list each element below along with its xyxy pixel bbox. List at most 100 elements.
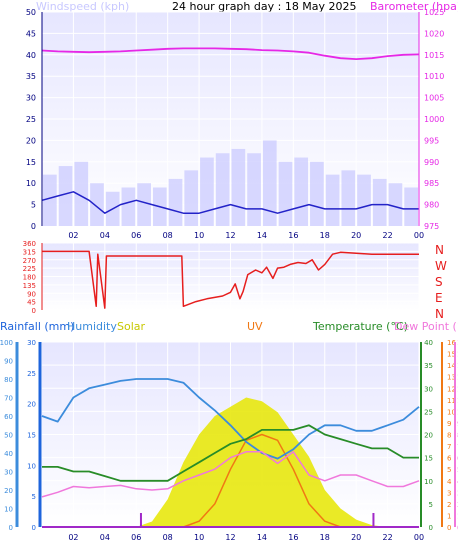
wind-x-tick-label: 22 xyxy=(382,231,392,240)
gust-bar xyxy=(74,161,89,226)
gust-bar xyxy=(372,178,387,226)
rainfall-tick-label: 10 xyxy=(27,462,36,470)
wind-x-tick-label: 16 xyxy=(288,231,298,240)
temp-x-tick-label: 00 xyxy=(414,533,424,542)
temperature-tick-label: 25 xyxy=(424,408,433,416)
direction-tick-label: 315 xyxy=(23,248,36,256)
wind-x-tick-label: 12 xyxy=(225,231,235,240)
temp-x-tick-label: 06 xyxy=(131,533,141,542)
uv-tick-label: 6 xyxy=(447,455,452,463)
barometer-tick-label: 1005 xyxy=(424,94,444,103)
uv-tick-label: 13 xyxy=(447,374,456,382)
rainfall-tick-label: 30 xyxy=(27,339,36,347)
gust-bar xyxy=(215,153,230,226)
compass-label-s: S xyxy=(435,275,443,289)
gust-bar xyxy=(388,183,403,226)
windspeed-tick-label: 30 xyxy=(26,94,36,103)
gust-bar xyxy=(325,174,340,226)
uv-tick-label: 0 xyxy=(447,524,451,532)
uv-tick-label: 14 xyxy=(447,362,456,370)
temp-x-tick-label: 18 xyxy=(320,533,330,542)
temperature-tick-label: 10 xyxy=(424,478,433,486)
gust-bar xyxy=(184,170,199,226)
gust-bar xyxy=(404,187,418,226)
direction-tick-label: 0 xyxy=(32,307,36,315)
humidity-tick-label: 30 xyxy=(4,469,13,477)
barometer-axis-label: Barometer (hpa) xyxy=(370,0,458,13)
uv-tick-label: 11 xyxy=(447,397,456,405)
windspeed-tick-label: 35 xyxy=(26,72,36,81)
temp-x-tick-label: 02 xyxy=(68,533,78,542)
uv-tick-label: 16 xyxy=(447,339,456,347)
solar-label: Solar xyxy=(117,320,146,333)
windspeed-tick-label: 50 xyxy=(26,8,36,17)
dewpoint-line xyxy=(41,451,420,498)
windspeed-tick-label: 0 xyxy=(31,222,36,231)
compass-label-e: E xyxy=(435,291,443,305)
rainfall-tick-label: 20 xyxy=(27,401,36,409)
barometer-tick-label: 1015 xyxy=(424,51,444,60)
rainfall-tick-label: 15 xyxy=(27,432,36,440)
windspeed-tick-label: 10 xyxy=(26,179,36,188)
rainfall-label: Rainfall (mm) xyxy=(0,320,75,333)
windspeed-tick-label: 15 xyxy=(26,158,36,167)
gust-bar xyxy=(294,157,309,226)
humidity-tick-label: 70 xyxy=(4,395,13,403)
barometer-tick-label: 1000 xyxy=(424,115,444,124)
gust-bar xyxy=(58,166,73,226)
wind-x-tick-label: 00 xyxy=(414,231,424,240)
wind-x-tick-label: 10 xyxy=(194,231,204,240)
uv-tick-label: 2 xyxy=(447,501,451,509)
temperature-tick-label: 5 xyxy=(429,501,433,509)
temp-x-tick-label: 16 xyxy=(288,533,298,542)
rainfall-tick-label: 0 xyxy=(32,524,36,532)
uv-tick-label: 5 xyxy=(447,466,451,474)
gust-bar xyxy=(341,170,356,226)
uv-tick-label: 4 xyxy=(447,478,452,486)
barometer-tick-label: 980 xyxy=(424,201,439,210)
windspeed-tick-label: 40 xyxy=(26,51,36,60)
gust-bar xyxy=(168,178,183,226)
uv-label: UV xyxy=(247,320,263,333)
uv-tick-label: 15 xyxy=(447,351,456,359)
temp-x-tick-label: 14 xyxy=(257,533,267,542)
humidity-tick-label: 50 xyxy=(4,432,13,440)
direction-tick-label: 270 xyxy=(23,257,36,265)
rainfall-tick-label: 5 xyxy=(32,493,36,501)
temp-x-tick-label: 04 xyxy=(100,533,110,542)
uv-tick-label: 1 xyxy=(447,512,451,520)
barometer-tick-label: 1020 xyxy=(424,29,444,38)
temperature-tick-label: 40 xyxy=(424,339,433,347)
compass-label-w: W xyxy=(435,259,447,273)
wind-x-tick-label: 14 xyxy=(257,231,267,240)
humidity-tick-label: 80 xyxy=(4,376,13,384)
direction-tick-label: 180 xyxy=(23,274,36,282)
humidity-tick-label: 0 xyxy=(9,524,13,532)
temp-x-tick-label: 20 xyxy=(351,533,361,542)
direction-line xyxy=(42,250,419,309)
barometer-tick-label: 985 xyxy=(424,179,439,188)
temp-x-tick-label: 10 xyxy=(194,533,204,542)
gust-bar xyxy=(200,157,214,226)
gust-bar xyxy=(247,153,261,226)
uv-tick-label: 10 xyxy=(447,408,456,416)
wind-x-tick-label: 08 xyxy=(163,231,173,240)
humidity-label: Humidity xyxy=(67,320,117,333)
temp-x-tick-label: 12 xyxy=(225,533,235,542)
wind-x-tick-label: 04 xyxy=(100,231,110,240)
temp-x-tick-label: 08 xyxy=(163,533,173,542)
wind-x-tick-label: 20 xyxy=(351,231,361,240)
temp-x-tick-label: 22 xyxy=(382,533,392,542)
direction-tick-label: 90 xyxy=(27,290,36,298)
uv-tick-label: 7 xyxy=(447,443,451,451)
humidity-tick-label: 10 xyxy=(4,506,13,514)
barometer-line xyxy=(41,47,420,60)
temperature-line xyxy=(42,424,419,482)
temperature-tick-label: 30 xyxy=(424,385,433,393)
barometer-tick-label: 975 xyxy=(424,222,439,231)
gust-bar xyxy=(43,174,57,226)
rainfall-tick-label: 25 xyxy=(27,370,36,378)
windspeed-tick-label: 25 xyxy=(26,115,36,124)
solar-area xyxy=(42,397,419,527)
